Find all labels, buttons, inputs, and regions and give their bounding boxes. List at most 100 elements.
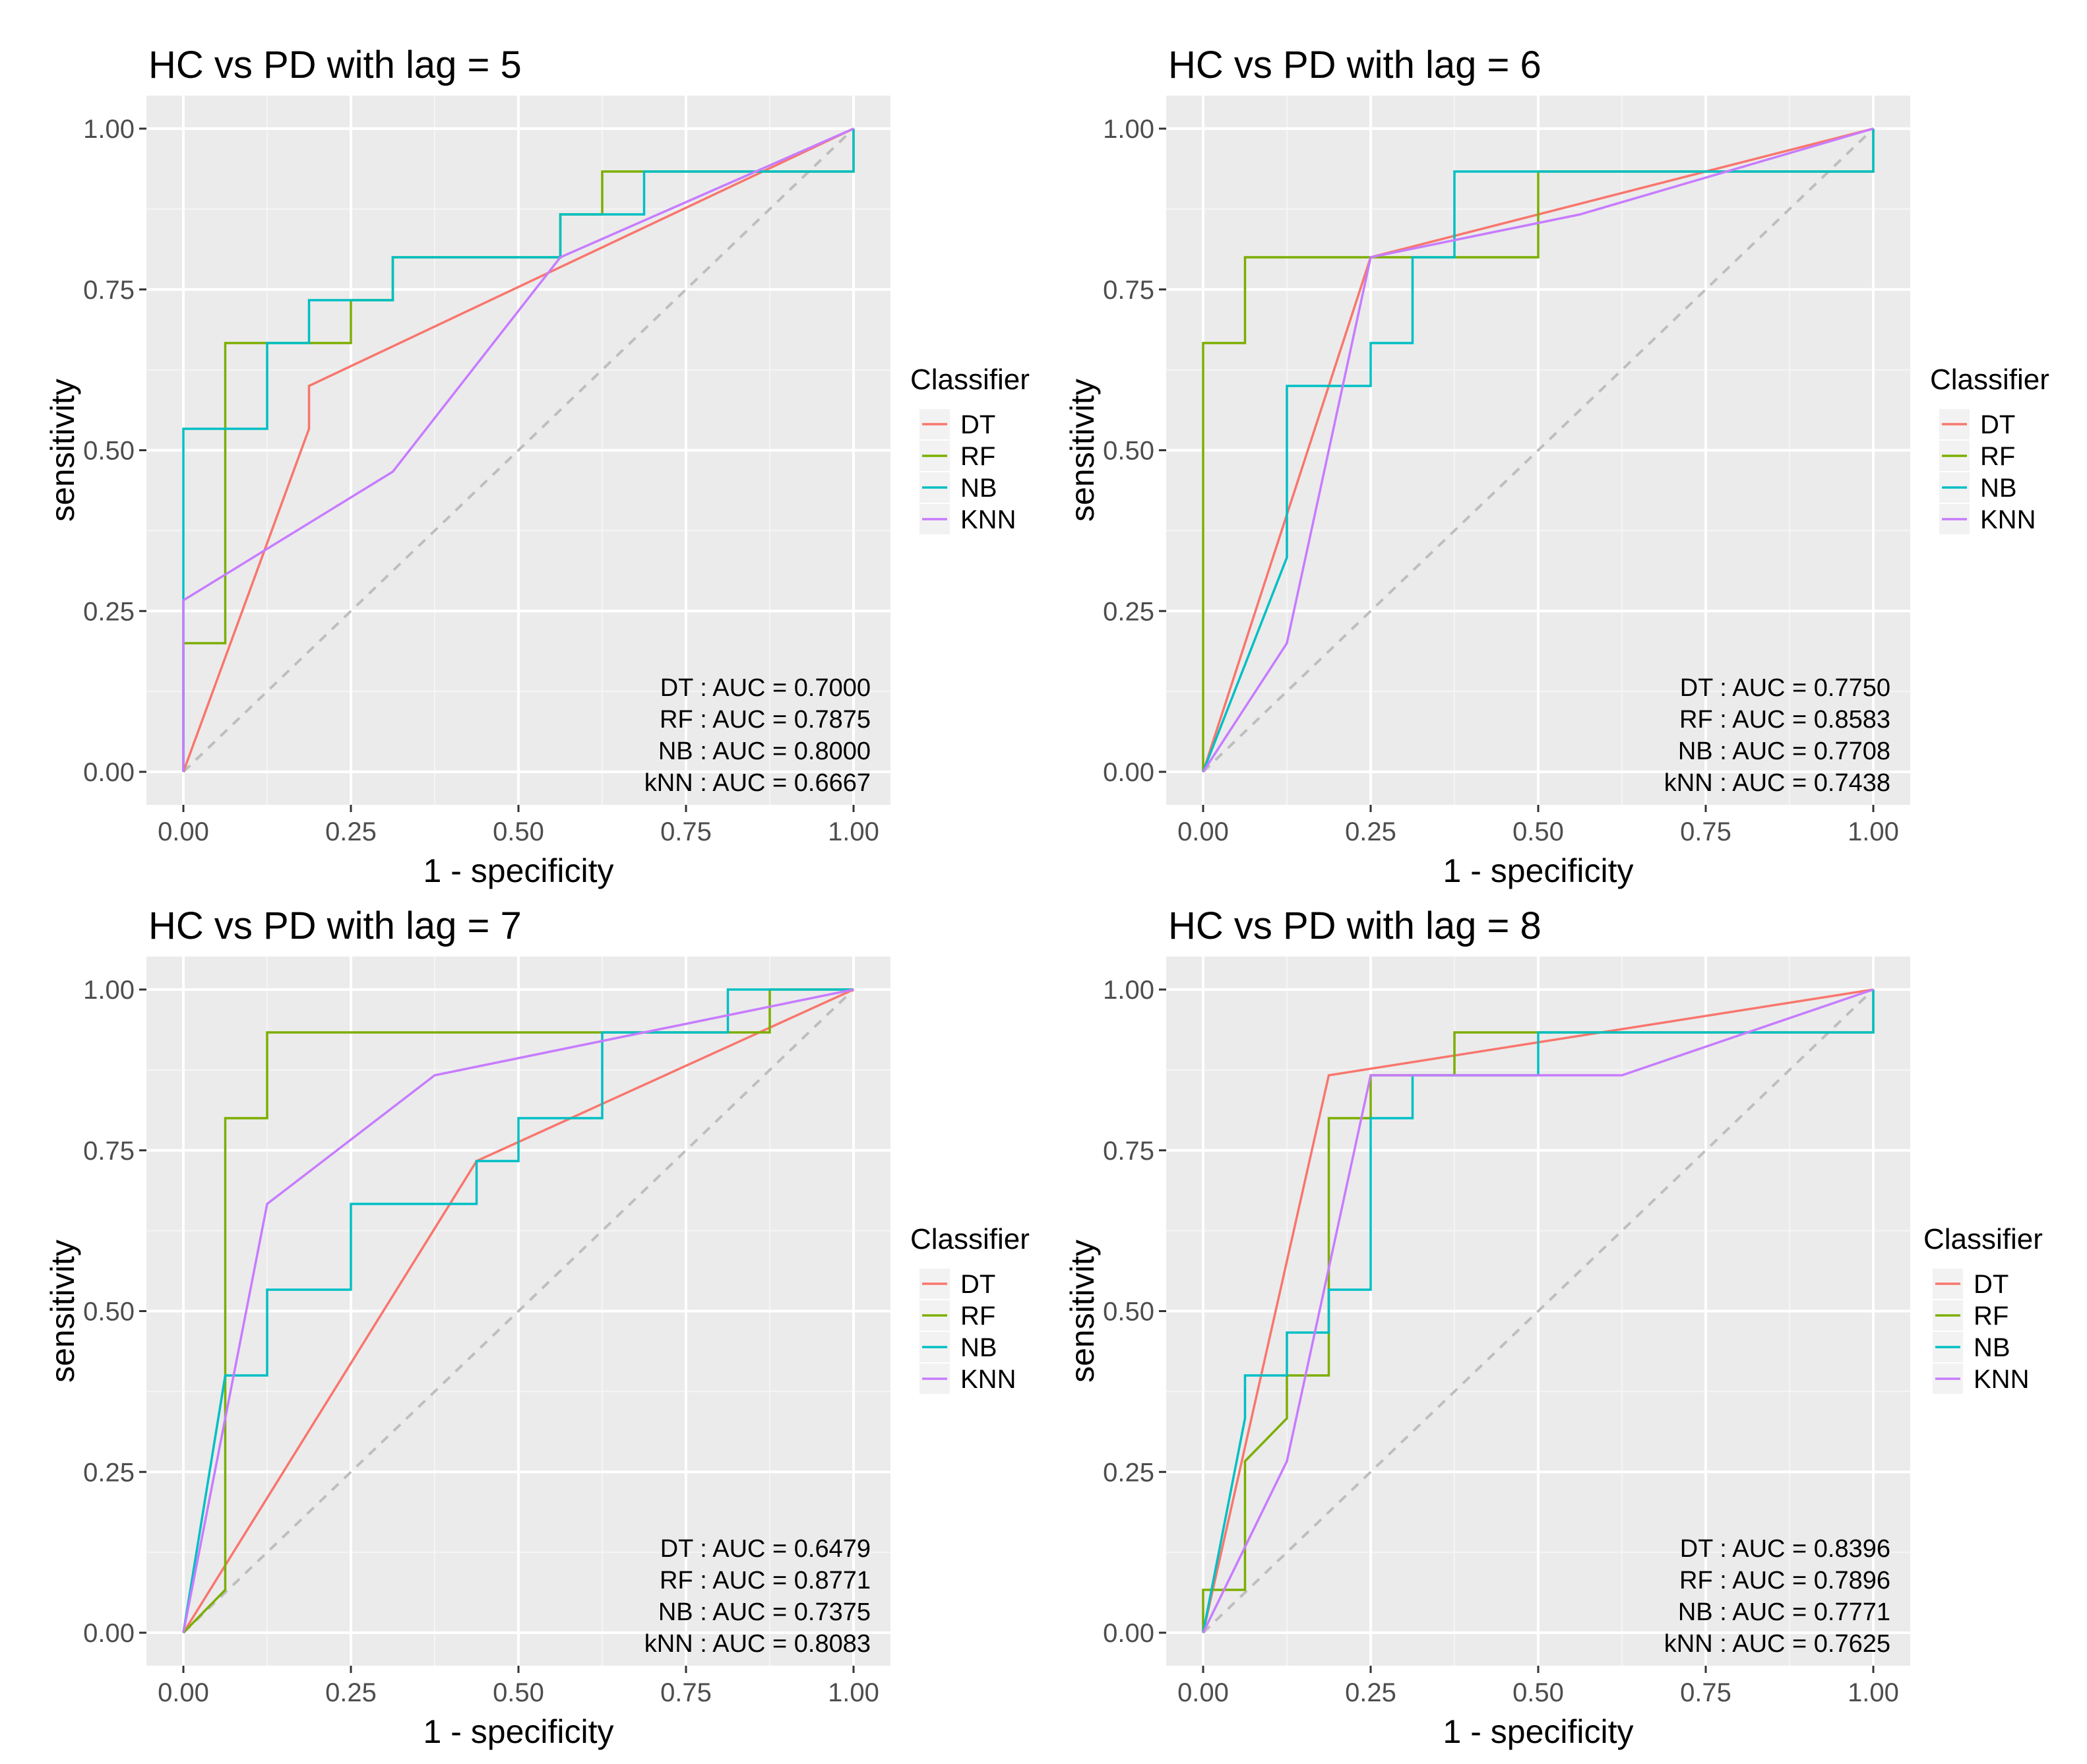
chart-title: HC vs PD with lag = 7	[148, 904, 522, 947]
reference-diagonal	[1202, 988, 1875, 1634]
auc-annotation: RF : AUC = 0.8771	[660, 1567, 871, 1594]
y-tick-label: 1.00	[1103, 115, 1154, 144]
roc-line-nb	[182, 129, 855, 772]
y-tick-label: 0.25	[1103, 1458, 1154, 1487]
auc-annotation: DT : AUC = 0.7750	[1680, 674, 1890, 702]
x-tick-label: 0.50	[1512, 1678, 1564, 1707]
auc-annotation: kNN : AUC = 0.7438	[1664, 769, 1890, 797]
x-tick-label: 0.00	[158, 1678, 209, 1707]
chart-title: HC vs PD with lag = 6	[1168, 44, 1542, 86]
legend-label: NB	[1974, 1333, 2010, 1362]
legend-title: Classifier	[1930, 363, 2049, 396]
x-axis-title: 1 - specificity	[423, 1713, 614, 1750]
y-tick-label: 1.00	[83, 976, 135, 1005]
legend-title: Classifier	[910, 363, 1030, 396]
y-tick-label: 0.75	[83, 1137, 135, 1166]
auc-annotation: NB : AUC = 0.7375	[658, 1598, 871, 1626]
legend-label: RF	[1980, 442, 2015, 471]
chart-title: HC vs PD with lag = 5	[148, 44, 522, 86]
legend-label: DT	[1980, 410, 2015, 439]
legend-label: RF	[960, 1302, 995, 1331]
roc-line-dt	[1202, 988, 1874, 1633]
y-tick-label: 0.25	[83, 1458, 135, 1487]
auc-annotation: RF : AUC = 0.8583	[1679, 706, 1890, 734]
roc-line-knn	[1202, 988, 1874, 1633]
x-tick-label: 0.50	[1512, 817, 1564, 846]
y-tick-label: 0.50	[1103, 1298, 1154, 1327]
roc-line-knn	[182, 988, 854, 1633]
auc-annotation: NB : AUC = 0.7771	[1678, 1598, 1890, 1626]
x-tick-label: 0.00	[1177, 817, 1229, 846]
legend-label: KNN	[960, 1365, 1016, 1394]
y-tick-label: 0.25	[83, 597, 135, 626]
x-tick-label: 1.00	[828, 817, 879, 846]
x-tick-label: 0.00	[1177, 1678, 1229, 1707]
chart-2: 0.00 0.25 0.50 0.75 1.00 0.00 0.25 0.50 0.75 1.00…	[1064, 44, 2049, 889]
legend-title: Classifier	[910, 1223, 1030, 1255]
chart-3: 0.00 0.25 0.50 0.75 1.00 0.00 0.25 0.50 0.75 1.00…	[44, 904, 1030, 1750]
y-tick-label: 0.00	[1103, 1619, 1154, 1648]
y-axis-title: sensitivity	[44, 379, 81, 522]
auc-annotation: RF : AUC = 0.7896	[1679, 1567, 1890, 1594]
auc-annotation: DT : AUC = 0.6479	[660, 1535, 871, 1563]
auc-annotation: RF : AUC = 0.7875	[660, 706, 871, 734]
auc-annotation: NB : AUC = 0.7708	[1678, 738, 1890, 765]
legend-label: NB	[960, 1333, 997, 1362]
y-tick-label: 0.50	[1103, 437, 1154, 466]
auc-annotation: kNN : AUC = 0.6667	[644, 769, 871, 797]
x-tick-label: 1.00	[1848, 1678, 1899, 1707]
x-tick-label: 0.50	[493, 817, 544, 846]
legend-label: KNN	[960, 505, 1016, 534]
auc-annotation: kNN : AUC = 0.8083	[644, 1630, 871, 1658]
legend-title: Classifier	[1923, 1223, 2043, 1255]
roc-line-dt	[182, 127, 854, 772]
reference-diagonal	[182, 988, 855, 1634]
y-axis-title: sensitivity	[1064, 379, 1101, 522]
legend-label: RF	[960, 442, 995, 471]
y-tick-label: 0.50	[83, 437, 135, 466]
reference-diagonal	[182, 127, 855, 773]
x-tick-label: 0.25	[325, 817, 377, 846]
roc-line-nb	[1202, 990, 1875, 1633]
x-tick-label: 0.25	[325, 1678, 377, 1707]
chart-title: HC vs PD with lag = 8	[1168, 904, 1542, 947]
y-tick-label: 1.00	[1103, 976, 1154, 1005]
y-tick-label: 0.75	[83, 276, 135, 305]
auc-annotation: DT : AUC = 0.8396	[1680, 1535, 1890, 1563]
roc-line-rf	[182, 988, 854, 1634]
x-tick-label: 0.75	[660, 1678, 712, 1707]
legend-label: KNN	[1980, 505, 2036, 534]
x-tick-label: 0.50	[493, 1678, 544, 1707]
legend-label: NB	[1980, 474, 2017, 503]
roc-line-nb	[1202, 129, 1875, 772]
y-tick-label: 1.00	[83, 115, 135, 144]
x-axis-title: 1 - specificity	[1443, 1713, 1634, 1750]
auc-annotation: kNN : AUC = 0.7625	[1664, 1630, 1890, 1658]
roc-line-nb	[182, 988, 854, 1633]
auc-annotation: DT : AUC = 0.7000	[660, 674, 871, 702]
y-tick-label: 0.00	[83, 1619, 135, 1648]
x-tick-label: 0.75	[660, 817, 712, 846]
y-axis-title: sensitivity	[1064, 1240, 1101, 1383]
auc-annotation: NB : AUC = 0.8000	[658, 738, 871, 765]
legend-label: RF	[1974, 1302, 2009, 1331]
reference-diagonal	[1202, 127, 1875, 773]
legend-label: NB	[960, 474, 997, 503]
y-tick-label: 0.25	[1103, 597, 1154, 626]
y-axis-title: sensitivity	[44, 1240, 81, 1383]
y-tick-label: 0.75	[1103, 1137, 1154, 1166]
legend-label: DT	[1974, 1270, 2009, 1299]
x-tick-label: 0.25	[1345, 817, 1396, 846]
roc-line-knn	[182, 127, 854, 772]
roc-line-rf	[1202, 990, 1875, 1633]
chart-4: 0.00 0.25 0.50 0.75 1.00 0.00 0.25 0.50 0.75 1.00…	[1064, 904, 2043, 1750]
y-tick-label: 0.00	[83, 758, 135, 787]
legend-label: DT	[960, 1270, 995, 1299]
x-tick-label: 1.00	[828, 1678, 879, 1707]
x-tick-label: 1.00	[1848, 817, 1899, 846]
